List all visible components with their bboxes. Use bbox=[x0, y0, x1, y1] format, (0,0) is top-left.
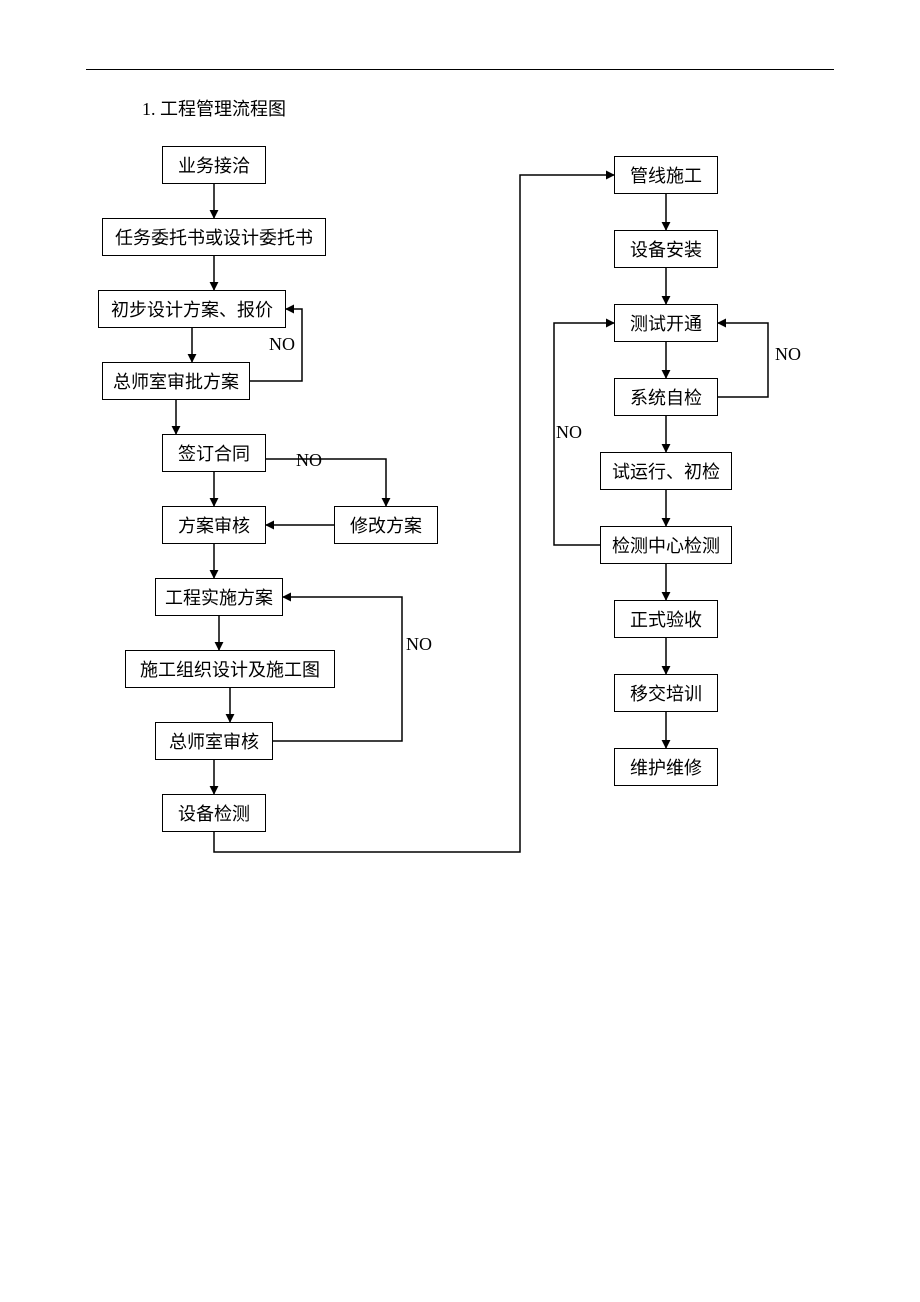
node-n7: 工程实施方案 bbox=[155, 578, 283, 616]
node-n8: 施工组织设计及施工图 bbox=[125, 650, 335, 688]
edge-label-no: NO bbox=[556, 422, 582, 443]
node-n19: 维护维修 bbox=[614, 748, 718, 786]
node-n11: 管线施工 bbox=[614, 156, 718, 194]
node-n15: 试运行、初检 bbox=[600, 452, 732, 490]
edge-label-no: NO bbox=[296, 450, 322, 471]
node-n16: 检测中心检测 bbox=[600, 526, 732, 564]
node-n2: 任务委托书或设计委托书 bbox=[102, 218, 326, 256]
node-n4: 总师室审批方案 bbox=[102, 362, 250, 400]
node-n3: 初步设计方案、报价 bbox=[98, 290, 286, 328]
node-n6: 方案审核 bbox=[162, 506, 266, 544]
node-n12: 设备安装 bbox=[614, 230, 718, 268]
node-n14: 系统自检 bbox=[614, 378, 718, 416]
node-n10: 设备检测 bbox=[162, 794, 266, 832]
node-n9: 总师室审核 bbox=[155, 722, 273, 760]
flowchart-container: 业务接洽任务委托书或设计委托书初步设计方案、报价总师室审批方案签订合同方案审核 修… bbox=[0, 0, 920, 1302]
node-n1: 业务接洽 bbox=[162, 146, 266, 184]
node-n18: 移交培训 bbox=[614, 674, 718, 712]
edge-label-no: NO bbox=[775, 344, 801, 365]
node-n17: 正式验收 bbox=[614, 600, 718, 638]
node-n6b: 修改方案 bbox=[334, 506, 438, 544]
edge-label-no: NO bbox=[406, 634, 432, 655]
node-n13: 测试开通 bbox=[614, 304, 718, 342]
node-n5: 签订合同 bbox=[162, 434, 266, 472]
edge-label-no: NO bbox=[269, 334, 295, 355]
